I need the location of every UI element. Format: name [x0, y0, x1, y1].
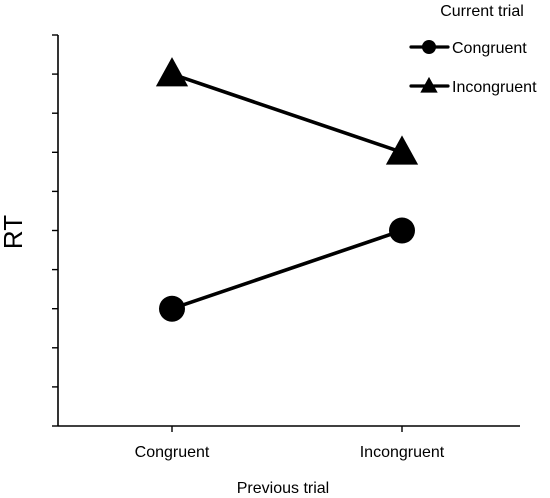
- y-axis-title: RT: [0, 215, 28, 249]
- x-tick-labels: Congruent Incongruent: [135, 426, 445, 461]
- legend-label-congruent: Congruent: [452, 40, 527, 57]
- legend: Current trial Congruent Incongruent: [409, 3, 537, 96]
- legend-marker-incongruent: [420, 76, 438, 93]
- legend-marker-congruent: [422, 40, 436, 54]
- legend-label-incongruent: Incongruent: [452, 79, 537, 96]
- y-ticks: [52, 34, 58, 427]
- legend-title: Current trial: [440, 3, 524, 20]
- plot-area: [155, 57, 419, 322]
- x-axis-title: Previous trial: [237, 480, 329, 497]
- point-congruent-1: [389, 217, 415, 244]
- point-incongruent-1: [385, 135, 419, 165]
- x-tick-label-0: Congruent: [135, 444, 210, 461]
- legend-items: Congruent Incongruent: [409, 40, 537, 96]
- series-line-incongruent: [170, 72, 404, 155]
- point-congruent-0: [159, 295, 185, 322]
- series-line-congruent: [170, 228, 404, 311]
- axes: Congruent Incongruent: [52, 34, 520, 461]
- x-tick-label-1: Incongruent: [360, 444, 445, 461]
- point-incongruent-0: [155, 57, 189, 87]
